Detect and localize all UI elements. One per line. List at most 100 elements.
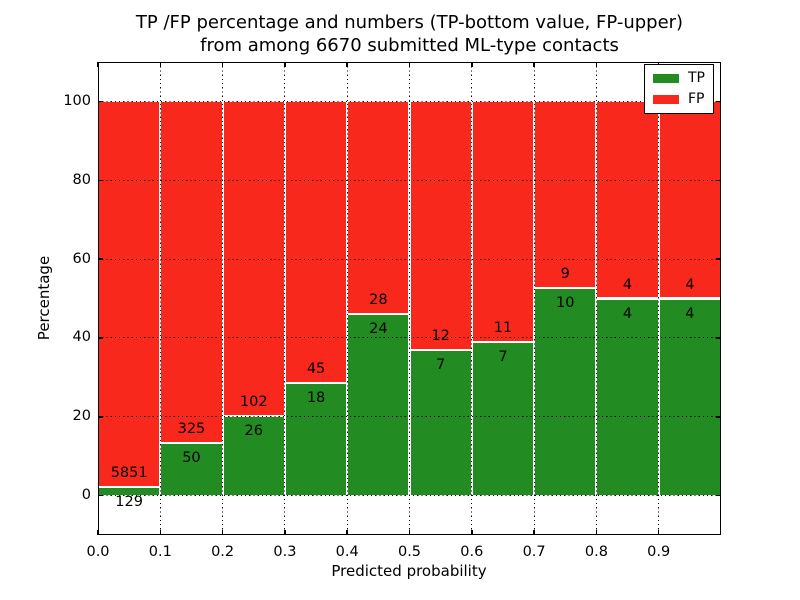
x-tick-mark <box>471 530 473 535</box>
tp-count-label: 4 <box>685 305 695 322</box>
x-tick-label: 0.1 <box>148 544 172 560</box>
tp-count-label: 4 <box>622 305 633 322</box>
vertical-gridline <box>159 62 161 535</box>
fp-count-label: 4 <box>622 276 633 293</box>
y-tick-mark-right <box>716 179 721 181</box>
y-tick-label: 0 <box>81 487 91 504</box>
legend-entry: TP <box>653 71 705 86</box>
tp-count-label: 129 <box>115 494 143 511</box>
x-tick-label: 0.9 <box>647 544 671 560</box>
x-tick-mark <box>408 530 411 535</box>
x-tick-mark <box>159 530 162 535</box>
legend: TP FP <box>644 64 714 114</box>
x-tick-mark-top <box>221 62 224 67</box>
legend-label: FP <box>688 91 705 107</box>
legend-label: TP <box>688 70 705 86</box>
y-tick-mark <box>98 416 103 418</box>
tp-count-label: 18 <box>306 389 326 406</box>
y-tick-mark-right <box>716 100 721 103</box>
fp-count-label: 12 <box>431 328 450 345</box>
vertical-gridline <box>222 62 224 535</box>
fp-bar-segment <box>347 101 410 314</box>
x-tick-mark-top <box>533 62 535 67</box>
tp-count-label: 24 <box>369 320 388 337</box>
tp-bar-segment <box>160 443 223 496</box>
horizontal-gridline <box>98 416 721 418</box>
x-tick-label: 0.0 <box>86 544 110 560</box>
x-tick-mark <box>284 530 286 535</box>
x-tick-mark <box>97 530 99 535</box>
tp-count-label: 7 <box>498 349 508 366</box>
tp-bar-segment <box>409 350 472 496</box>
horizontal-gridline <box>98 100 721 102</box>
y-tick-mark-right <box>716 258 721 260</box>
x-tick-mark <box>595 530 598 535</box>
y-tick-mark <box>98 494 103 497</box>
y-tick-label: 100 <box>63 92 91 109</box>
tp-bar-segment <box>596 298 659 496</box>
vertical-gridline <box>658 62 660 535</box>
y-tick-mark-right <box>716 337 721 339</box>
y-tick-label: 80 <box>72 171 91 188</box>
x-tick-label: 0.4 <box>335 544 359 560</box>
y-axis-label: Percentage <box>35 255 53 341</box>
fp-count-label: 4 <box>685 276 695 293</box>
fp-count-label: 5851 <box>110 465 148 482</box>
fp-count-label: 9 <box>560 266 570 283</box>
fp-count-label: 102 <box>239 393 268 410</box>
fp-bar-segment <box>409 101 472 351</box>
horizontal-gridline <box>98 179 721 181</box>
plot-area: 5851 129 325 50 102 26 45 18 28 24 12 7 11 7 9 10 4 4 4 4 <box>97 62 721 535</box>
fp-bar-segment <box>658 101 721 299</box>
tp-bar-segment <box>222 415 285 496</box>
vertical-gridline <box>409 62 410 535</box>
y-tick-label: 20 <box>72 408 91 425</box>
fp-bar-segment <box>284 101 348 383</box>
x-tick-mark <box>221 530 224 535</box>
x-tick-mark-top <box>284 62 286 67</box>
tp-bar-segment <box>284 382 348 496</box>
y-tick-label: 40 <box>72 329 91 346</box>
fp-bar-segment <box>160 101 223 444</box>
tp-count-label: 50 <box>182 450 201 467</box>
x-tick-mark-top <box>159 62 162 67</box>
x-tick-mark-top <box>97 62 99 67</box>
vertical-gridline <box>471 62 473 535</box>
fp-bar-segment <box>98 101 161 488</box>
chart-title-line2: from among 6670 submitted ML-type contac… <box>200 35 619 56</box>
tp-bar-segment <box>534 288 597 496</box>
legend-swatch-tp <box>653 74 679 83</box>
fp-bar-segment <box>534 101 597 289</box>
tp-count-label: 10 <box>556 295 575 312</box>
fp-bar-segment <box>596 101 659 299</box>
x-axis-label: Predicted probability <box>331 562 487 580</box>
chart-title-line1: TP /FP percentage and numbers (TP-bottom… <box>135 12 684 33</box>
y-tick-mark <box>98 337 103 339</box>
x-tick-label: 0.3 <box>273 544 297 560</box>
x-tick-mark <box>657 530 660 535</box>
x-tick-label: 0.5 <box>397 544 422 560</box>
tp-bar-segment <box>658 298 721 496</box>
y-tick-mark <box>98 179 103 181</box>
x-tick-label: 0.7 <box>522 544 546 560</box>
fp-bar-segment <box>471 101 535 343</box>
x-tick-mark-top <box>346 62 348 67</box>
fp-count-label: 325 <box>177 421 206 438</box>
horizontal-gridline <box>98 258 721 260</box>
legend-entry: FP <box>653 92 705 107</box>
chart-title: TP /FP percentage and numbers (TP-bottom… <box>98 11 721 57</box>
x-tick-mark <box>533 530 535 535</box>
y-tick-mark <box>98 258 103 260</box>
x-tick-label: 0.8 <box>584 544 608 560</box>
vertical-gridline <box>346 62 348 535</box>
vertical-gridline <box>533 62 535 535</box>
tp-bar-segment <box>347 313 410 496</box>
x-tick-label: 0.6 <box>460 544 484 560</box>
y-tick-mark-right <box>716 494 721 497</box>
vertical-gridline <box>284 62 286 535</box>
tp-bar-segment <box>471 342 535 496</box>
fp-count-label: 45 <box>306 360 326 377</box>
legend-swatch-fp <box>653 95 679 104</box>
fp-count-label: 11 <box>493 320 513 337</box>
